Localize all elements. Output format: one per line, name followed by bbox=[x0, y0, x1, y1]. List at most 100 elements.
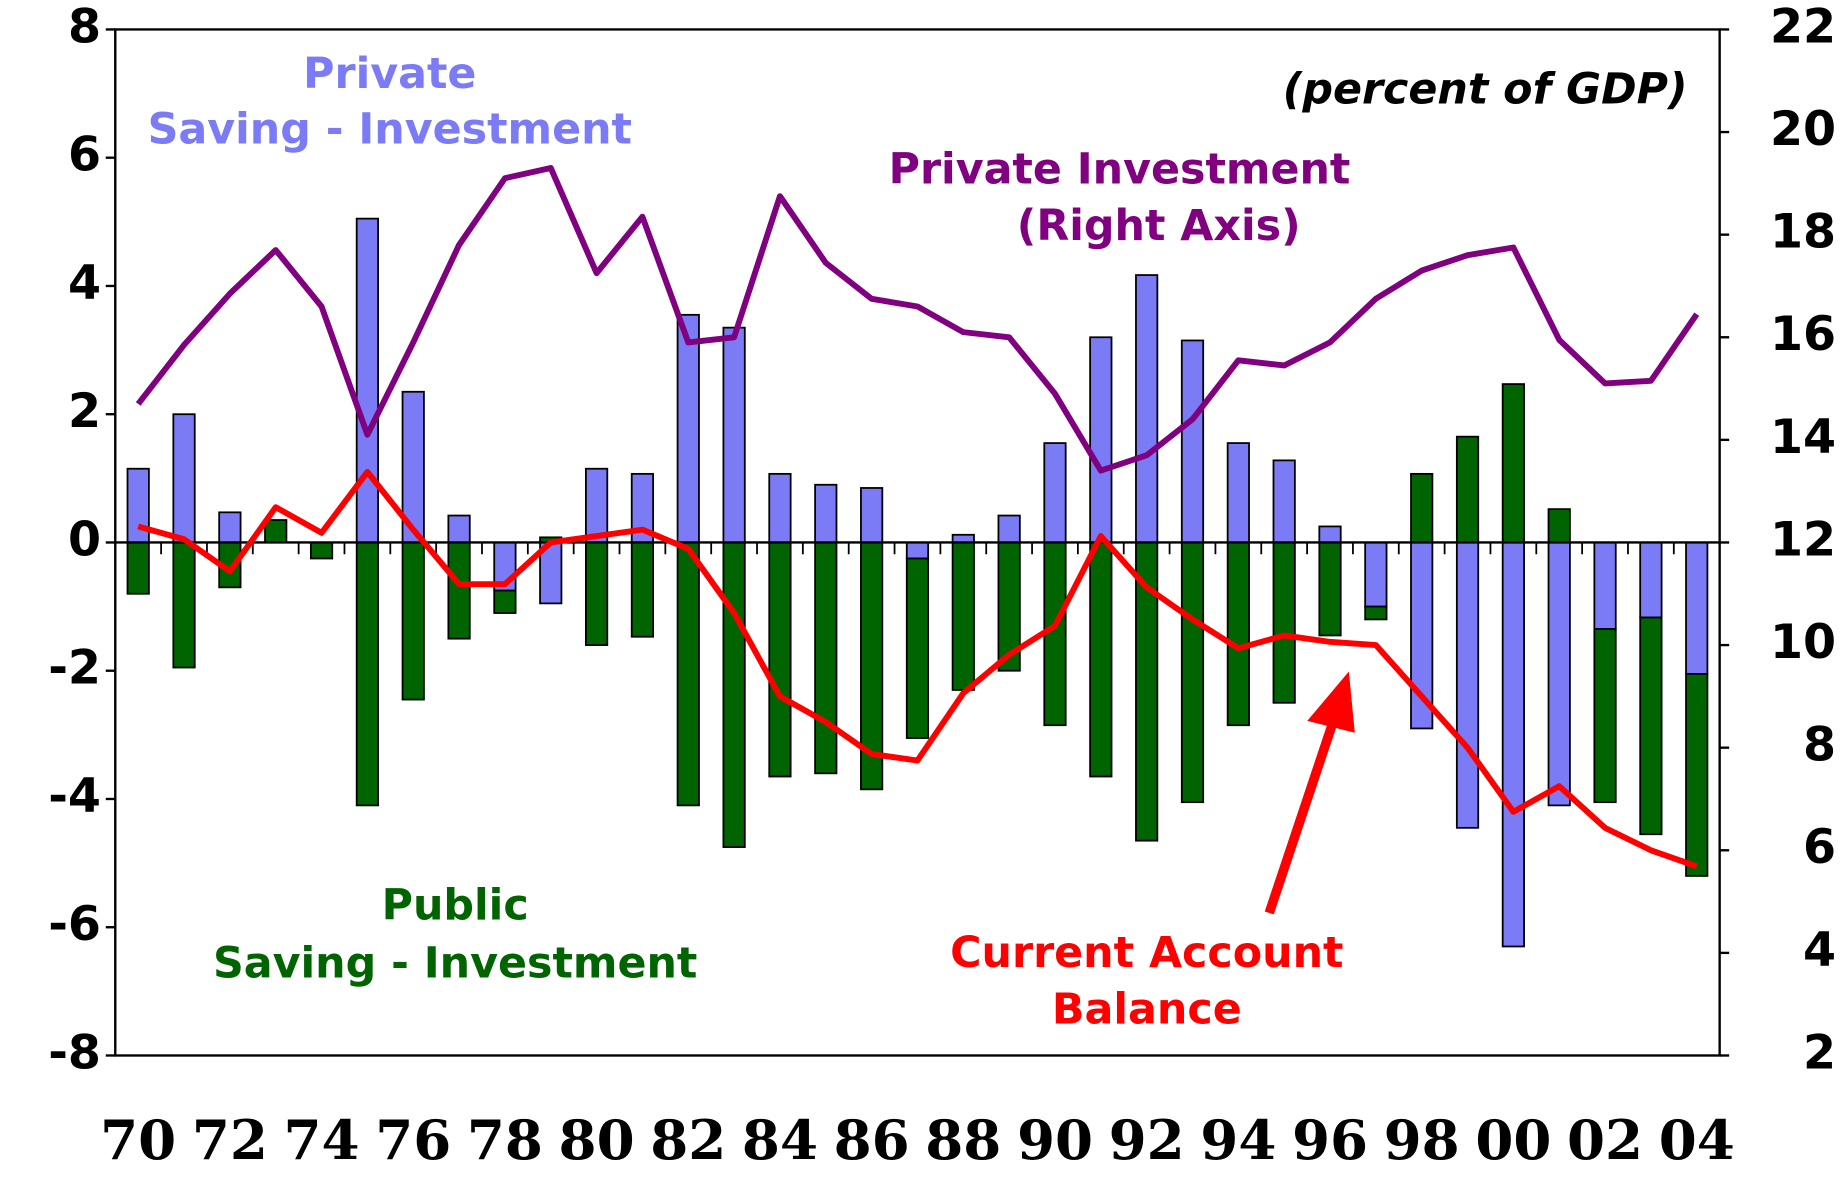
y2-tick-label: 12 bbox=[1770, 513, 1836, 568]
bar bbox=[1318, 541, 1342, 637]
x-tick-label: 98 bbox=[1384, 1108, 1460, 1172]
bar bbox=[1547, 508, 1571, 544]
y2-tick-label: 10 bbox=[1770, 615, 1836, 670]
bar bbox=[493, 589, 517, 614]
x-tick-label: 02 bbox=[1567, 1108, 1643, 1172]
bar bbox=[447, 541, 471, 640]
bar bbox=[585, 541, 609, 646]
x-tick-label: 70 bbox=[100, 1108, 176, 1172]
bar bbox=[630, 541, 655, 638]
x-tick-label: 88 bbox=[925, 1108, 1001, 1172]
bar bbox=[1180, 541, 1205, 804]
y-tick-label: -6 bbox=[48, 897, 101, 952]
x-tick-label: 92 bbox=[1109, 1108, 1185, 1172]
x-tick-label: 74 bbox=[284, 1108, 360, 1172]
series-label: Public bbox=[382, 881, 529, 931]
x-tick-label: 04 bbox=[1659, 1108, 1735, 1172]
arrow bbox=[1264, 671, 1355, 915]
bar bbox=[1226, 541, 1250, 727]
bar bbox=[218, 511, 242, 544]
y-tick-label: 4 bbox=[68, 256, 101, 311]
bar bbox=[676, 541, 700, 807]
series-label: Balance bbox=[1052, 985, 1242, 1035]
bar bbox=[126, 541, 150, 595]
series-label: Private Investment bbox=[889, 145, 1351, 195]
series-label: Private bbox=[303, 49, 476, 99]
bar bbox=[1043, 442, 1067, 544]
units-note: (percent of GDP) bbox=[1283, 65, 1688, 115]
y2-tick-label: 14 bbox=[1770, 410, 1836, 465]
y-tick-label: 2 bbox=[68, 384, 101, 439]
x-tick-label: 94 bbox=[1200, 1108, 1276, 1172]
bar bbox=[1089, 541, 1113, 778]
y2-tick-label: 2 bbox=[1803, 1026, 1836, 1081]
bar bbox=[768, 472, 792, 544]
bar bbox=[172, 541, 196, 669]
bar bbox=[585, 467, 609, 544]
x-tick-label: 78 bbox=[467, 1108, 543, 1172]
x-tick-label: 00 bbox=[1475, 1108, 1551, 1172]
x-tick-label: 80 bbox=[559, 1108, 635, 1172]
bar bbox=[814, 541, 838, 775]
series-label: Saving - Investment bbox=[213, 939, 697, 989]
x-tick-label: 76 bbox=[375, 1108, 451, 1172]
bar bbox=[905, 557, 930, 739]
y2-tick-label: 8 bbox=[1803, 718, 1836, 773]
bar bbox=[768, 541, 792, 778]
bar bbox=[1455, 435, 1480, 544]
bar bbox=[722, 541, 746, 848]
line-series bbox=[137, 468, 1698, 870]
bar bbox=[676, 313, 700, 544]
bar bbox=[172, 413, 196, 544]
bar bbox=[1180, 339, 1205, 544]
bar bbox=[1410, 472, 1434, 544]
bar bbox=[401, 541, 425, 701]
plot-layer bbox=[115, 165, 1720, 948]
y2-tick-label: 20 bbox=[1770, 102, 1836, 157]
bar bbox=[309, 541, 334, 560]
bar bbox=[1455, 541, 1480, 829]
bar bbox=[860, 487, 884, 544]
bar bbox=[814, 483, 838, 544]
y-tick-label: 8 bbox=[68, 0, 101, 54]
y-tick-label: -8 bbox=[48, 1026, 101, 1081]
y2-tick-label: 6 bbox=[1803, 820, 1836, 875]
x-tick-label: 90 bbox=[1017, 1108, 1093, 1172]
arrow-shaft bbox=[1264, 719, 1338, 915]
bar bbox=[1089, 336, 1113, 544]
y2-tick-label: 22 bbox=[1770, 0, 1836, 54]
bar bbox=[1685, 673, 1709, 877]
y2-tick-label: 4 bbox=[1803, 923, 1836, 978]
bar bbox=[1501, 383, 1525, 544]
bar bbox=[1593, 628, 1617, 804]
y-tick-label: 0 bbox=[68, 513, 101, 568]
bar bbox=[1364, 605, 1388, 621]
series-label: Saving - Investment bbox=[148, 105, 632, 155]
y-tick-label: 6 bbox=[68, 128, 101, 183]
y2-tick-label: 18 bbox=[1770, 205, 1836, 260]
bar bbox=[1272, 459, 1296, 544]
bar bbox=[1685, 541, 1709, 675]
x-tick-label: 96 bbox=[1292, 1108, 1368, 1172]
x-tick-label: 84 bbox=[742, 1108, 818, 1172]
bar bbox=[722, 326, 746, 544]
y-tick-label: -2 bbox=[48, 641, 101, 696]
bar bbox=[355, 217, 379, 544]
bar bbox=[905, 541, 930, 560]
bar bbox=[355, 541, 379, 807]
bar bbox=[1272, 541, 1296, 704]
bar bbox=[1501, 541, 1525, 948]
bar bbox=[1226, 442, 1250, 544]
bar bbox=[1593, 541, 1617, 630]
bar bbox=[447, 514, 471, 544]
bar bbox=[1364, 541, 1388, 608]
bar bbox=[1639, 541, 1663, 619]
x-tick-label: 72 bbox=[192, 1108, 268, 1172]
arrow-head bbox=[1307, 671, 1355, 733]
bar bbox=[1318, 525, 1342, 544]
series-label: (Right Axis) bbox=[1017, 201, 1301, 251]
bar bbox=[997, 514, 1021, 544]
line-series bbox=[135, 165, 1700, 474]
bar bbox=[1135, 274, 1159, 544]
